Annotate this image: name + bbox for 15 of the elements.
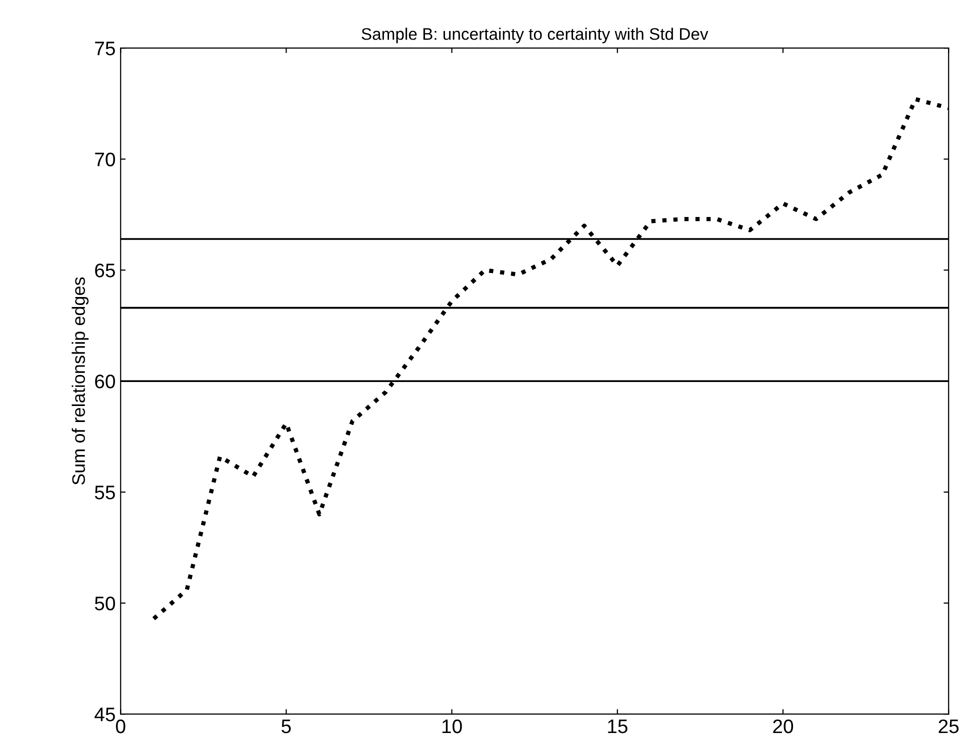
y-tick-label: 50 xyxy=(94,596,116,610)
x-tick-label: 10 xyxy=(442,719,462,734)
y-tick-label: 70 xyxy=(95,152,116,166)
y-axis-title: Sum of relationship edges xyxy=(72,277,89,485)
x-tick-label: 20 xyxy=(773,719,794,734)
x-tick-label: 15 xyxy=(608,720,628,734)
y-tick-label: 65 xyxy=(95,264,115,278)
y-tick-label: 55 xyxy=(94,486,115,500)
y-tick-label: 45 xyxy=(94,708,115,722)
x-tick-label: 25 xyxy=(938,719,959,734)
x-tick-label: 0 xyxy=(116,719,126,734)
chart-title: Sample B: uncertainty to certainty with Std Dev xyxy=(362,28,708,44)
x-tick-label: 5 xyxy=(282,720,291,734)
y-tick-label: 75 xyxy=(95,42,115,56)
y-tick-label: 60 xyxy=(95,374,116,388)
